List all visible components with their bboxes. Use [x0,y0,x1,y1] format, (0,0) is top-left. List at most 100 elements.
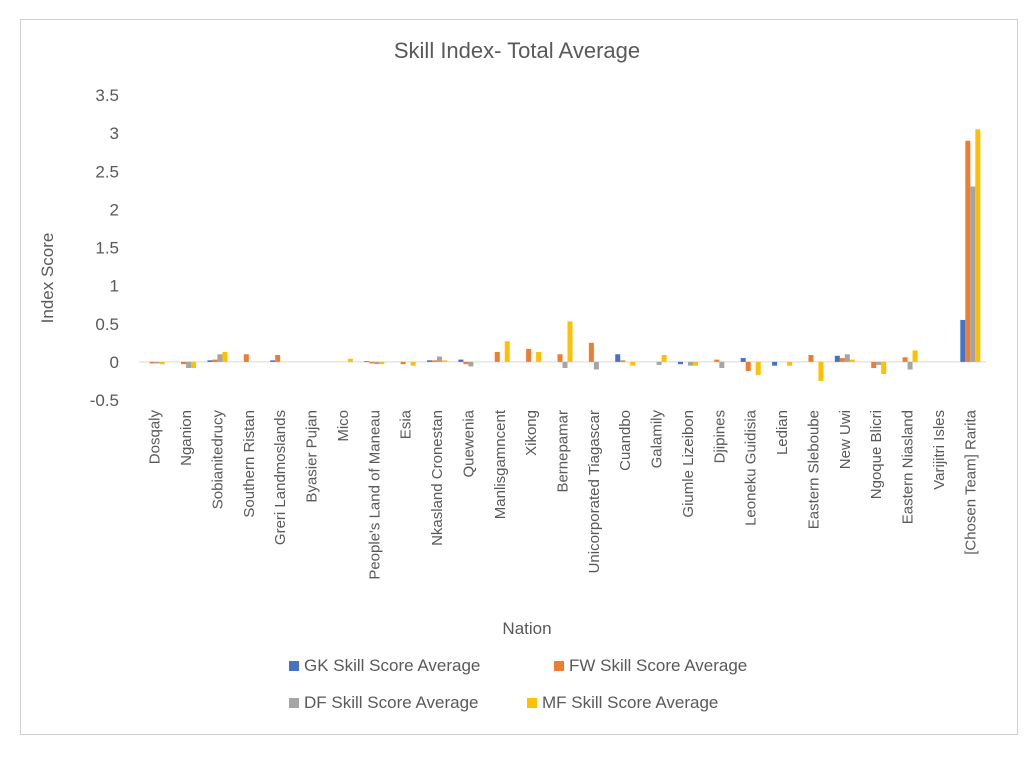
category-label: New Uwi [837,410,854,469]
bar [787,361,793,366]
bar [468,361,474,367]
y-tick-label: 0.5 [95,315,119,334]
category-label: Djipines [711,410,728,463]
bar [745,361,751,372]
bar [437,356,443,362]
bar [154,361,160,364]
bar [212,359,218,362]
bar [347,358,353,362]
bar [159,361,165,365]
category-label: Southern Ristan [241,410,258,518]
category-label: Byasier Pujan [304,410,321,503]
bar [504,341,510,362]
category-label: Mico [335,410,352,442]
category-label: Eastern Niasland [900,410,917,524]
y-tick-label: -0.5 [90,391,119,410]
bar [912,350,918,362]
bar [755,361,761,375]
bar [181,361,187,365]
chart-frame: Skill Index- Total Average Index Score N… [20,19,1018,735]
bar [562,361,568,368]
category-label: Ledian [774,410,791,455]
bar [615,354,621,362]
legend-label: DF Skill Score Average [304,693,478,712]
legend-label: MF Skill Score Average [542,693,718,712]
category-label: Xikong [523,410,540,456]
y-tick-label: 1 [110,277,119,296]
bar [630,361,636,366]
bar [207,360,213,362]
bar [463,361,469,365]
bar [275,355,281,362]
category-label: Sobianitedrucy [209,410,226,510]
chart-svg: Skill Index- Total Average Index Score N… [38,38,986,712]
bar [970,186,976,362]
bar [427,360,433,362]
category-label: Giumle Lizeibon [680,410,697,518]
bar [677,361,683,365]
legend-swatch [527,698,537,708]
bar [740,358,746,362]
bar [834,355,840,362]
bar [379,361,385,365]
x-axis-title: Nation [502,619,551,638]
bar [844,354,850,362]
bar [719,361,725,368]
category-label: [Chosen Team] Rarita [962,409,979,554]
bar [772,361,778,366]
bar [965,140,971,362]
category-label: Varijitri Isles [931,410,948,490]
bar [270,360,276,362]
bar [839,358,845,362]
y-axis-title: Index Score [38,233,57,324]
bar [410,361,416,366]
bar [369,361,375,364]
bar [692,361,698,366]
bar [593,361,599,370]
bar [217,354,223,362]
bar [557,354,563,362]
category-label: Cuandbo [617,410,634,471]
bar [186,361,192,368]
bar [975,129,981,362]
bar [526,348,532,362]
bar [364,361,370,362]
category-label: Unicorporated Tiagascar [586,410,603,573]
category-label: People's Land of Maneau [366,410,383,580]
chart-title: Skill Index- Total Average [394,38,640,63]
bar [876,361,882,365]
category-label: Manlisgamncent [492,409,509,519]
category-label: Quewenia [460,409,477,477]
category-label: Dosqaly [147,410,164,465]
bar [588,342,594,362]
bar [243,354,249,362]
bar [960,319,966,362]
bar [881,361,887,375]
bar [191,361,197,368]
legend-swatch [554,661,564,671]
bar [620,360,626,362]
legend-label: GK Skill Score Average [304,656,480,675]
category-label: Nkasland Cronestan [429,410,446,546]
bar [714,359,720,362]
bar [149,361,155,364]
legend-swatch [289,661,299,671]
bar [458,359,464,362]
bar [849,359,855,362]
bar [567,321,573,362]
category-labels: Dosqaly Nganion Sobianitedrucy Southern Ris… [147,409,980,580]
bar [871,361,877,368]
category-label: Eastern Sleboube [805,410,822,529]
y-tick-label: 2 [110,200,119,219]
bar [907,361,913,370]
y-tick-label: 3.5 [95,86,119,105]
category-label: Bernepamar [555,410,572,493]
y-tick-label: 2.5 [95,162,119,181]
bar [374,361,380,365]
bars [149,129,981,381]
y-tick-label: 0 [110,353,119,372]
y-axis-ticks: -0.5 0 0.5 1 1.5 2 2.5 3 3.5 [90,86,119,410]
bar [656,361,662,365]
category-label: Galamily [649,410,666,469]
bar [432,360,438,362]
